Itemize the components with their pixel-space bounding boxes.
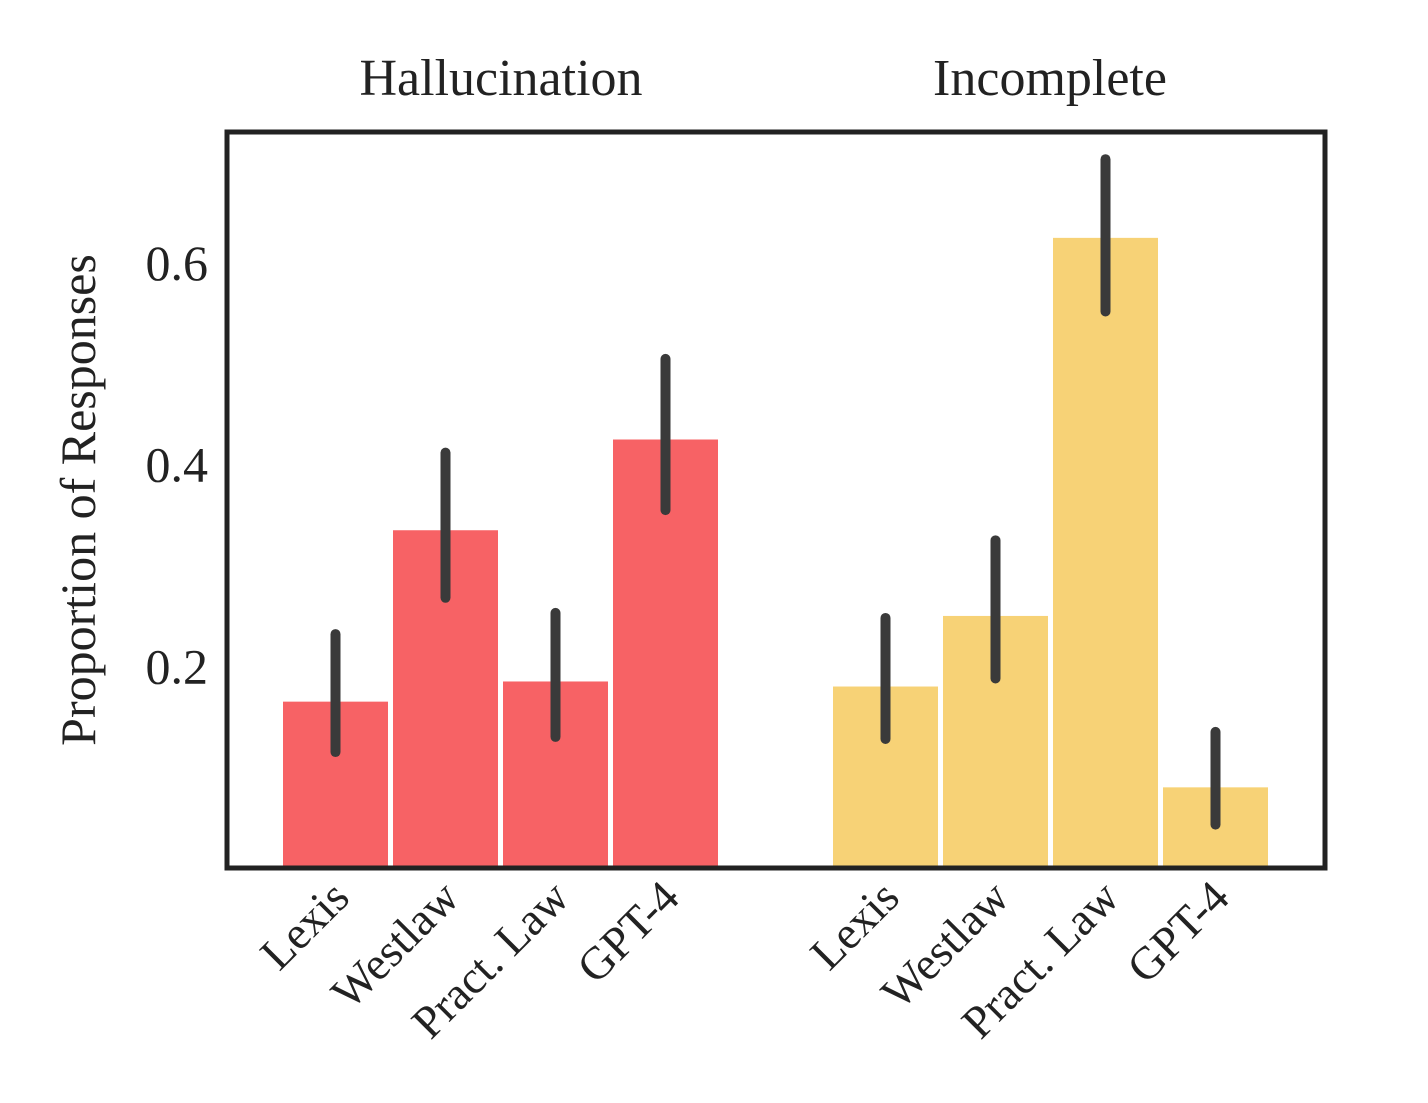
group-title: Incomplete [933, 50, 1167, 107]
y-tick-label: 0.4 [146, 437, 209, 493]
y-axis-label: Proportion of Responses [50, 254, 106, 746]
x-tick-label: GPT-4 [567, 871, 689, 993]
y-tick-label: 0.2 [146, 638, 209, 694]
y-tick-label: 0.6 [146, 235, 209, 291]
bar [1053, 237, 1158, 868]
plot-frame [224, 129, 1328, 871]
group-title: Hallucination [359, 50, 642, 107]
x-tick-label: GPT-4 [1117, 871, 1239, 993]
